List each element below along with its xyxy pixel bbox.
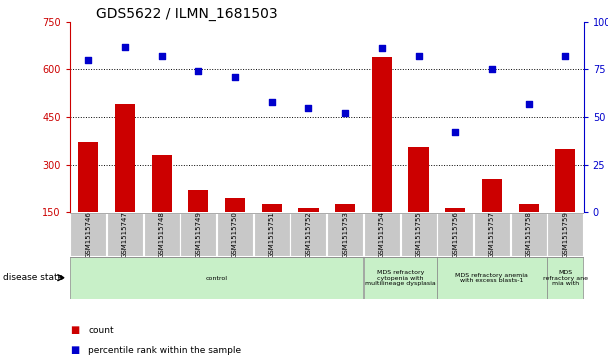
Text: MDS refractory
cytopenia with
multilineage dysplasia: MDS refractory cytopenia with multilinea… xyxy=(365,270,435,286)
Bar xyxy=(115,105,135,212)
Point xyxy=(523,101,533,107)
Text: GSM1515755: GSM1515755 xyxy=(415,211,421,258)
Text: GSM1515758: GSM1515758 xyxy=(526,211,531,258)
Bar xyxy=(217,213,253,256)
Bar xyxy=(107,213,143,256)
Bar xyxy=(547,213,583,256)
Bar xyxy=(291,213,326,256)
Point xyxy=(230,74,240,80)
Bar xyxy=(181,213,216,256)
Bar xyxy=(482,179,502,212)
Text: count: count xyxy=(88,326,114,335)
Bar xyxy=(327,213,363,256)
Bar xyxy=(143,213,179,256)
Bar xyxy=(445,208,465,212)
Bar xyxy=(364,257,437,299)
Bar xyxy=(371,57,392,212)
Bar xyxy=(437,213,473,256)
Text: ■: ■ xyxy=(70,345,79,355)
Text: GSM1515748: GSM1515748 xyxy=(159,211,165,258)
Bar xyxy=(299,208,319,212)
Text: ■: ■ xyxy=(70,325,79,335)
Text: GSM1515756: GSM1515756 xyxy=(452,211,458,258)
Text: disease state: disease state xyxy=(3,273,63,282)
Bar xyxy=(474,213,510,256)
Bar xyxy=(78,143,98,212)
Point xyxy=(340,110,350,116)
Text: GSM1515750: GSM1515750 xyxy=(232,211,238,258)
Text: GSM1515747: GSM1515747 xyxy=(122,211,128,258)
Bar xyxy=(261,204,282,212)
Bar xyxy=(409,147,429,212)
Text: GDS5622 / ILMN_1681503: GDS5622 / ILMN_1681503 xyxy=(95,7,277,21)
Bar xyxy=(555,149,575,212)
Bar xyxy=(71,213,106,256)
Bar xyxy=(71,257,363,299)
Text: GSM1515759: GSM1515759 xyxy=(562,211,568,258)
Point xyxy=(120,44,130,49)
Text: percentile rank within the sample: percentile rank within the sample xyxy=(88,346,241,355)
Point xyxy=(157,53,167,59)
Point xyxy=(451,130,460,135)
Bar xyxy=(437,257,547,299)
Point xyxy=(561,53,570,59)
Text: GSM1515749: GSM1515749 xyxy=(195,211,201,258)
Text: MDS refractory anemia
with excess blasts-1: MDS refractory anemia with excess blasts… xyxy=(455,273,528,284)
Text: GSM1515757: GSM1515757 xyxy=(489,211,495,258)
Text: GSM1515753: GSM1515753 xyxy=(342,211,348,258)
Text: control: control xyxy=(206,276,228,281)
Text: GSM1515754: GSM1515754 xyxy=(379,211,385,258)
Point xyxy=(487,66,497,72)
Bar xyxy=(401,213,437,256)
Text: MDS
refractory ane
mia with: MDS refractory ane mia with xyxy=(543,270,588,286)
Bar xyxy=(151,155,171,212)
Bar xyxy=(547,257,583,299)
Bar xyxy=(188,190,209,212)
Bar xyxy=(225,198,245,212)
Point xyxy=(83,57,93,63)
Bar xyxy=(254,213,290,256)
Point xyxy=(303,105,313,110)
Bar xyxy=(519,204,539,212)
Text: GSM1515752: GSM1515752 xyxy=(305,211,311,258)
Text: GSM1515751: GSM1515751 xyxy=(269,211,275,258)
Bar xyxy=(511,213,547,256)
Point xyxy=(413,53,423,59)
Bar xyxy=(364,213,400,256)
Text: GSM1515746: GSM1515746 xyxy=(85,211,91,258)
Point xyxy=(377,46,387,52)
Point xyxy=(267,99,277,105)
Bar xyxy=(335,204,355,212)
Point xyxy=(193,69,203,74)
